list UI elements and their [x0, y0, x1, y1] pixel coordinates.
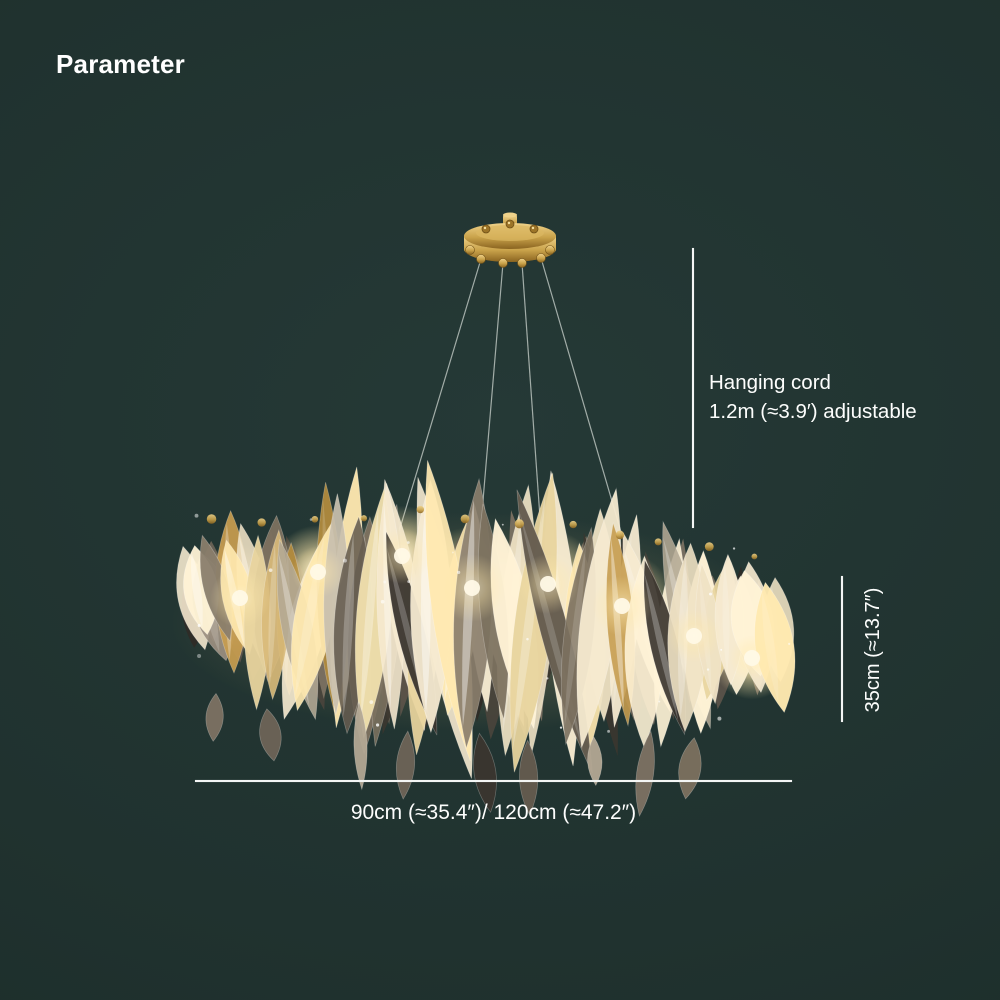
height-label: 35cm (≈13.7″) [862, 587, 884, 713]
hanging-cord-label-line2: 1.2m (≈3.9′) adjustable [709, 400, 917, 423]
width-dimension-line [195, 780, 792, 782]
hanging-cord-dimension-line [692, 248, 694, 528]
hanging-cord-label-line1: Hanging cord [709, 371, 831, 394]
height-dimension-line [841, 576, 843, 722]
page-title: Parameter [56, 49, 185, 79]
width-label: 90cm (≈35.4″)/ 120cm (≈47.2″) [350, 801, 637, 824]
hanging-cord-label: Hanging cord 1.2m (≈3.9′) adjustable [709, 368, 917, 426]
